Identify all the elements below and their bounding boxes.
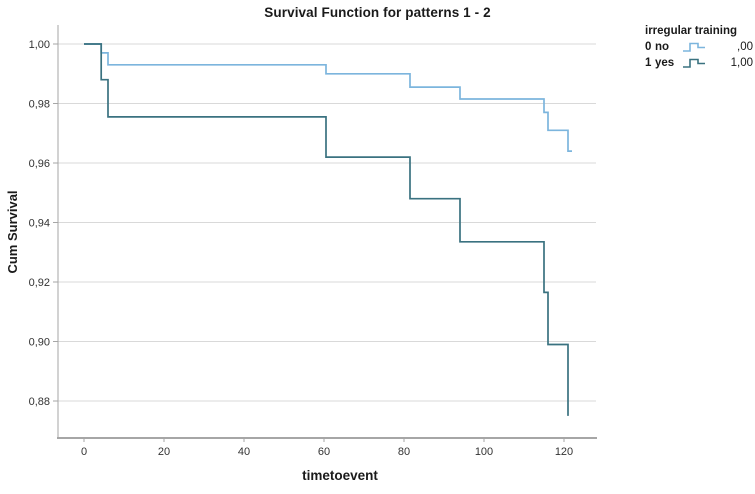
step-line-icon bbox=[683, 42, 705, 52]
y-tick-label: 0,88 bbox=[29, 396, 50, 408]
x-tick-label: 80 bbox=[398, 446, 410, 458]
x-tick-label: 40 bbox=[238, 446, 250, 458]
legend-value: ,00 bbox=[737, 41, 753, 53]
x-tick-label: 60 bbox=[318, 446, 330, 458]
legend-value: 1,00 bbox=[730, 57, 753, 69]
x-tick-label: 0 bbox=[81, 446, 87, 458]
legend-title: irregular training bbox=[645, 25, 738, 37]
legend-label: no bbox=[655, 41, 670, 53]
chart-title: Survival Function for patterns 1 - 2 bbox=[264, 5, 491, 20]
x-tick-label: 120 bbox=[555, 446, 573, 458]
x-tick-label: 100 bbox=[475, 446, 493, 458]
y-tick-label: 1,00 bbox=[29, 39, 50, 51]
y-axis-title: Cum Survival bbox=[5, 190, 20, 274]
y-tick-label: 0,94 bbox=[29, 218, 50, 230]
step-line-icon bbox=[683, 58, 705, 68]
y-tick-label: 0,98 bbox=[29, 99, 50, 111]
survival-curve-0-no bbox=[84, 43, 572, 152]
x-axis-title: timetoevent bbox=[302, 468, 378, 483]
legend: irregular training 0 no ,00 1 yes 1,00 bbox=[645, 25, 753, 71]
survival-curve-1-yes bbox=[84, 43, 569, 416]
y-tick-label: 0,96 bbox=[29, 158, 50, 170]
legend-label: yes bbox=[655, 57, 675, 69]
legend-entry-yes: 1 yes 1,00 bbox=[645, 55, 753, 71]
legend-entry-no: 0 no ,00 bbox=[645, 39, 753, 55]
legend-code: 0 bbox=[645, 41, 652, 53]
legend-code: 1 bbox=[645, 57, 652, 69]
y-tick-label: 0,92 bbox=[29, 277, 50, 289]
y-tick-label: 0,90 bbox=[29, 337, 50, 349]
x-tick-label: 20 bbox=[158, 446, 170, 458]
